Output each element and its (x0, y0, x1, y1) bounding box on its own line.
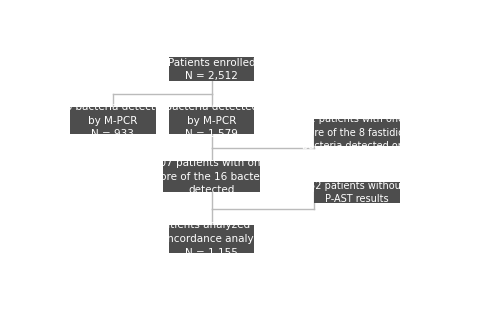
Text: 372 patients with one or
more of the 8 fastidious
bacteria detected only: 372 patients with one or more of the 8 f… (297, 114, 417, 151)
Text: Patients enrolled
N = 2,512: Patients enrolled N = 2,512 (168, 58, 256, 81)
FancyBboxPatch shape (169, 57, 254, 81)
Text: No bacteria detected
by M-PCR
N = 933: No bacteria detected by M-PCR N = 933 (58, 102, 168, 139)
Text: Bacteria detected
by M-PCR
N = 1,579: Bacteria detected by M-PCR N = 1,579 (165, 102, 258, 139)
Text: 52 patients without
P-AST results: 52 patients without P-AST results (309, 180, 405, 204)
FancyBboxPatch shape (314, 182, 400, 203)
Text: Patients analyzed by
concordance analysis
N = 1,155: Patients analyzed by concordance analysi… (156, 220, 268, 258)
Text: 1,207 patients with one or
more of the 16 bacteria
detected: 1,207 patients with one or more of the 1… (143, 158, 280, 195)
FancyBboxPatch shape (70, 107, 156, 135)
FancyBboxPatch shape (169, 107, 254, 135)
FancyBboxPatch shape (169, 225, 254, 253)
FancyBboxPatch shape (314, 119, 400, 146)
FancyBboxPatch shape (163, 161, 260, 192)
